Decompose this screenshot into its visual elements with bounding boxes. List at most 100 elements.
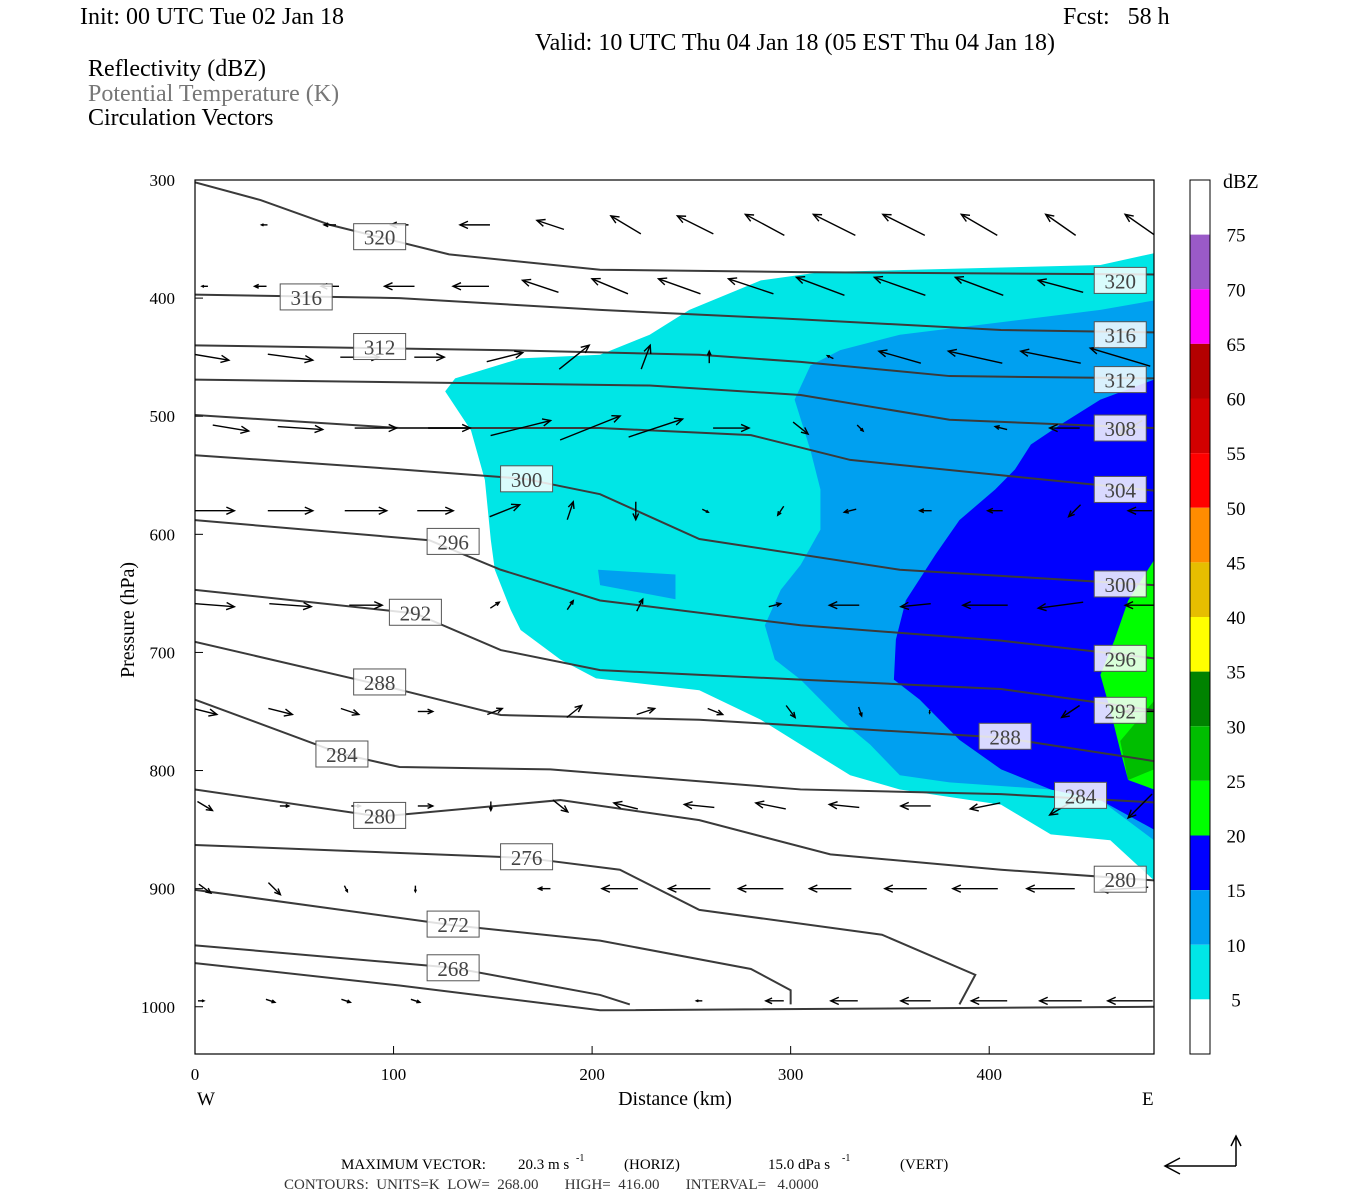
vector-shaft — [755, 802, 786, 810]
vector-shaft — [1020, 350, 1081, 364]
y-tick-label: 1000 — [141, 998, 175, 1017]
vector-head — [959, 213, 971, 222]
vector-shaft — [1090, 347, 1151, 367]
vector-shaft — [487, 707, 503, 716]
contour-label-box — [1093, 696, 1147, 724]
vector-head — [842, 508, 850, 514]
vector-head — [953, 276, 965, 284]
y-tick-label: 800 — [150, 762, 176, 781]
contour-label: 272 — [437, 913, 469, 937]
vector-arrow — [417, 802, 435, 809]
vector-head — [1047, 423, 1058, 433]
vector-head — [638, 597, 644, 605]
vector-head — [807, 884, 818, 893]
vector-head — [590, 277, 601, 286]
vector-arrow — [490, 418, 553, 437]
vector-arrow — [1060, 704, 1080, 719]
vector-shaft — [728, 278, 774, 295]
vector-shaft — [489, 601, 500, 609]
contour-label-box — [279, 283, 333, 311]
vector-head — [969, 996, 980, 1006]
vector-arrow — [566, 500, 575, 520]
colorbar-tick-label: 45 — [1227, 553, 1246, 574]
vector-head — [1126, 809, 1137, 820]
colorbar-segment — [1190, 617, 1210, 672]
vector-arrow — [195, 506, 237, 515]
theta-contour-308 — [195, 378, 1154, 430]
vector-arrow — [959, 213, 998, 236]
vector-head — [1105, 996, 1116, 1006]
vector-arrow — [343, 885, 349, 894]
vector-arrow — [195, 601, 237, 611]
theta-contour-312 — [195, 344, 1154, 380]
vector-shaft — [1045, 213, 1077, 236]
vector-shaft — [195, 353, 229, 361]
vector-shaft — [1127, 793, 1153, 819]
vector-shaft — [785, 705, 796, 718]
contour-label-box — [353, 223, 407, 251]
vector-shaft — [486, 351, 523, 363]
colorbar-tick-label: 60 — [1227, 390, 1246, 411]
vector-arrow — [195, 353, 231, 364]
vector-arrow — [200, 284, 208, 288]
contour-label-box — [315, 740, 369, 768]
colorbar-segment — [1190, 398, 1210, 454]
vector-head — [496, 707, 504, 714]
contour-label: 304 — [1104, 478, 1136, 502]
vector-arrow — [458, 220, 490, 230]
vector-head — [600, 884, 611, 893]
vector-shaft — [566, 704, 583, 719]
vector-head — [794, 276, 806, 284]
horiz-exponent: -1 — [576, 1153, 585, 1164]
vector-arrow — [827, 600, 860, 610]
circulation-vectors — [195, 213, 1154, 1006]
vector-head — [656, 277, 668, 286]
vector-arrow — [198, 883, 213, 895]
vector-shaft — [1124, 213, 1154, 236]
vector-head — [899, 601, 910, 611]
vector-shaft — [1038, 601, 1084, 609]
colorbar-tick-label: 70 — [1227, 280, 1246, 301]
vector-shaft — [490, 419, 551, 437]
vector-arrow — [754, 800, 786, 810]
contour-label: 288 — [364, 671, 396, 695]
vector-head — [946, 348, 958, 357]
contour-label: 284 — [326, 743, 358, 767]
vert-exponent: -1 — [842, 1153, 851, 1164]
vector-arrow — [713, 423, 751, 433]
vector-head — [416, 999, 422, 1004]
max-vert-value: 15.0 dPa s — [768, 1157, 831, 1173]
reflectivity-region-15 — [893, 379, 1154, 830]
vector-arrow — [322, 222, 337, 228]
vector-head — [226, 506, 237, 515]
vector-head — [1126, 506, 1137, 515]
vector-head — [632, 513, 640, 522]
x-tick-label: 100 — [381, 1065, 407, 1084]
colorbar-tick-label: 55 — [1227, 444, 1246, 465]
vector-head — [208, 708, 219, 717]
contour-label: 292 — [400, 601, 432, 625]
contour-label: 300 — [1104, 573, 1136, 597]
vector-arrow — [349, 600, 384, 610]
contour-label-box — [353, 668, 407, 696]
colorbar-tick-label: 25 — [1227, 772, 1246, 793]
vector-arrow — [1126, 793, 1153, 820]
vector-arrow — [1019, 348, 1081, 364]
vector-arrow — [268, 707, 295, 717]
colorbar: 5 10 15 20 25 30 35 40 45 50 55 60 65 70 75 — [1189, 179, 1246, 1055]
contour-label-box — [1093, 414, 1147, 442]
vector-arrow — [707, 707, 725, 716]
vector-head — [304, 506, 315, 515]
vector-arrow — [1105, 996, 1153, 1006]
vector-shaft — [613, 802, 639, 810]
vector-head — [740, 423, 751, 433]
vector-shaft — [610, 215, 642, 235]
contour-labels: 320 320 316 316 312 312 308 304 300 300 296 296 292 2… — [279, 223, 1147, 982]
vector-head — [675, 215, 687, 224]
vector-shaft — [269, 602, 312, 608]
vector-arrow — [566, 704, 584, 719]
x-tick-label: 200 — [579, 1065, 605, 1084]
contour-label-box — [353, 333, 407, 361]
contour-label: 280 — [364, 804, 396, 828]
contour-info: CONTOURS: UNITS=K LOW= 268.00 HIGH= 416.… — [284, 1177, 819, 1193]
